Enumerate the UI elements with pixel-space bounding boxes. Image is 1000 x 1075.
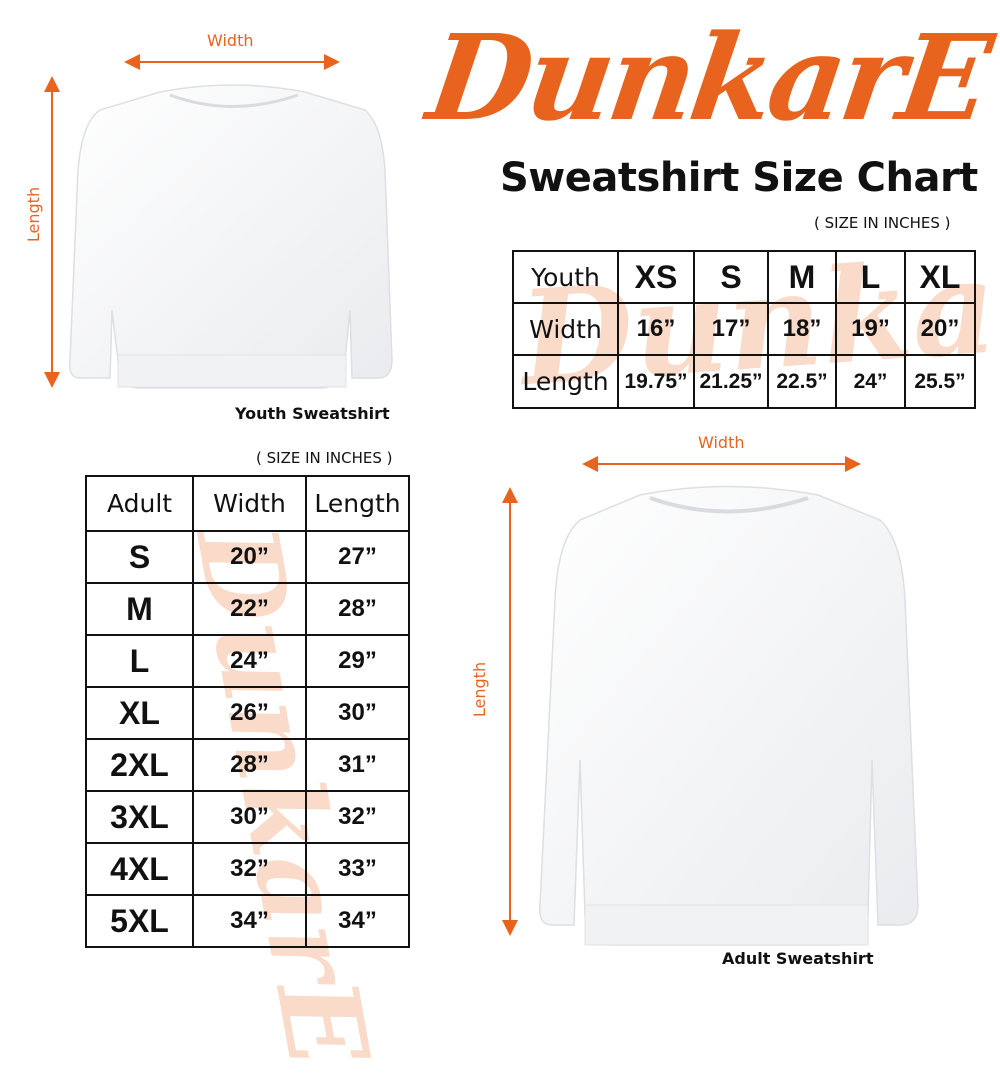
adult-sweatshirt-image [539,485,919,946]
size-cell: M [85,582,194,636]
illustrations [44,54,919,946]
table-cell: 18” [767,302,837,356]
table-row: L 24” 29” [85,634,410,688]
size-cell: L [85,634,194,688]
table-cell: 32” [305,790,410,844]
youth-sweatshirt-image [68,84,393,389]
table-cell: 24” [835,354,906,409]
youth-unit-note: ( SIZE IN INCHES ) [814,214,951,232]
adult-size-table: Adult Width Length S 20” 27” M 22” 28” L 24” 29”… [85,475,410,948]
adult-width-label: Width [698,433,745,452]
table-cell: 17” [693,302,769,356]
table-cell: 16” [617,302,695,356]
table-cell: 22” [192,582,307,636]
youth-size-table: Youth XS S M L XL Width 16” 17” 18” 19” … [512,250,976,409]
table-row: 2XL 28” 31” [85,738,410,792]
table-header-cell: XS [617,250,695,304]
adult-caption: Adult Sweatshirt [722,949,874,968]
table-header-cell: M [767,250,837,304]
size-cell: 2XL [85,738,194,792]
table-cell: 22.5” [767,354,837,409]
table-cell: 30” [192,790,307,844]
adult-unit-note: ( SIZE IN INCHES ) [256,449,393,467]
size-cell: 4XL [85,842,194,896]
table-row: 3XL 30” 32” [85,790,410,844]
table-row: S 20” 27” [85,530,410,584]
size-cell: XL [85,686,194,740]
brand-logo: DunkarE [420,8,997,147]
table-header-cell: S [693,250,769,304]
table-header-cell: Adult [85,475,194,532]
page-title: Sweatshirt Size Chart [500,155,978,201]
size-cell: 3XL [85,790,194,844]
table-header-cell: Length [305,475,410,532]
table-cell: 19” [835,302,906,356]
table-row: M 22” 28” [85,582,410,636]
table-cell: Length [512,354,619,409]
table-row: XL 26” 30” [85,686,410,740]
table-row: Youth XS S M L XL [512,250,976,304]
table-cell: 26” [192,686,307,740]
table-cell: 31” [305,738,410,792]
table-cell: 34” [192,894,307,948]
youth-caption: Youth Sweatshirt [235,404,390,423]
table-cell: 19.75” [617,354,695,409]
table-cell: 27” [305,530,410,584]
table-header-cell: Youth [512,250,619,304]
table-cell: 24” [192,634,307,688]
table-row: Width 16” 17” 18” 19” 20” [512,302,976,356]
table-cell: 30” [305,686,410,740]
table-cell: 20” [904,302,976,356]
table-cell: 20” [192,530,307,584]
table-cell: 28” [192,738,307,792]
table-cell: 28” [305,582,410,636]
table-row: Length 19.75” 21.25” 22.5” 24” 25.5” [512,354,976,409]
youth-length-label: Length [24,186,44,243]
table-row: Adult Width Length [85,475,410,532]
table-cell: 25.5” [904,354,976,409]
table-header-cell: Width [192,475,307,532]
table-header-cell: XL [904,250,976,304]
table-header-cell: L [835,250,906,304]
size-cell: S [85,530,194,584]
youth-width-label: Width [207,31,254,50]
adult-length-label: Length [470,661,490,718]
table-cell: 32” [192,842,307,896]
table-cell: 33” [305,842,410,896]
table-cell: 34” [305,894,410,948]
table-cell: Width [512,302,619,356]
table-cell: 29” [305,634,410,688]
table-cell: 21.25” [693,354,769,409]
size-cell: 5XL [85,894,194,948]
table-row: 5XL 34” 34” [85,894,410,948]
table-row: 4XL 32” 33” [85,842,410,896]
